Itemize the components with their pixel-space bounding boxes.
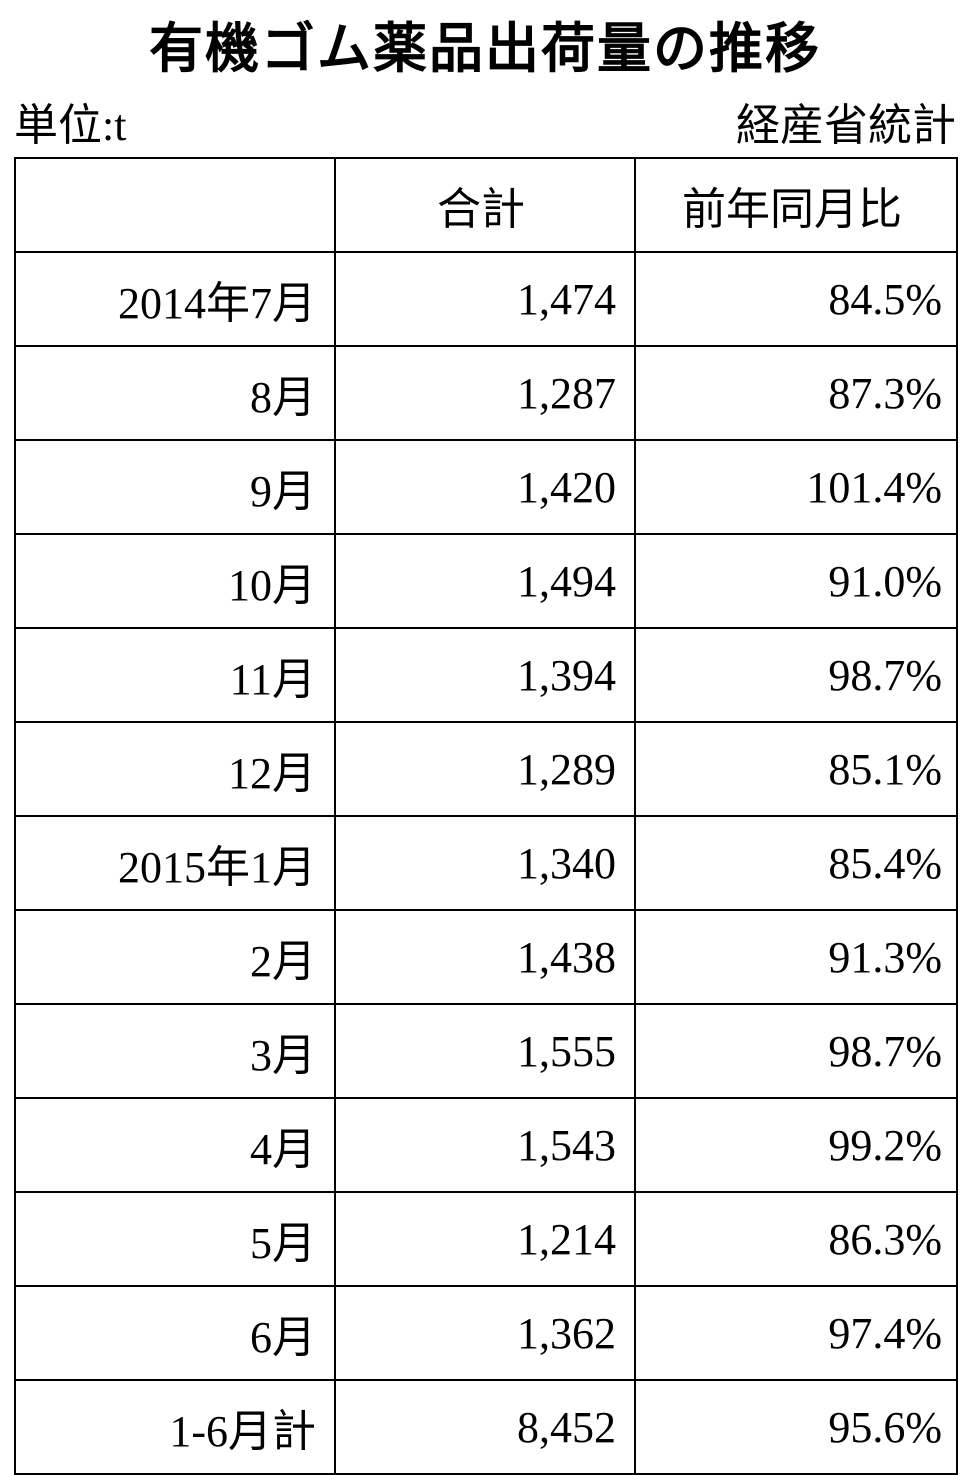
cell-yoy: 101.4% [635, 440, 957, 534]
page-title: 有機ゴム薬品出荷量の推移 [0, 4, 970, 83]
col-header-yoy: 前年同月比 [635, 158, 957, 252]
table-row: 2月 1,438 91.3% [15, 910, 957, 1004]
cell-total: 1,555 [335, 1004, 635, 1098]
table-row: 3月 1,555 98.7% [15, 1004, 957, 1098]
cell-yoy: 95.6% [635, 1380, 957, 1474]
table-row: 12月 1,289 85.1% [15, 722, 957, 816]
source-label: 経産省統計 [736, 89, 956, 153]
cell-total: 1,420 [335, 440, 635, 534]
cell-total: 1,394 [335, 628, 635, 722]
unit-label: 単位:t [14, 89, 126, 153]
cell-total: 1,362 [335, 1286, 635, 1380]
table-row: 2014年7月 1,474 84.5% [15, 252, 957, 346]
cell-period: 2014年7月 [15, 252, 335, 346]
cell-period: 8月 [15, 346, 335, 440]
cell-yoy: 97.4% [635, 1286, 957, 1380]
cell-period: 5月 [15, 1192, 335, 1286]
cell-yoy: 85.1% [635, 722, 957, 816]
table-row: 2015年1月 1,340 85.4% [15, 816, 957, 910]
cell-period: 3月 [15, 1004, 335, 1098]
cell-period: 2015年1月 [15, 816, 335, 910]
col-header-blank [15, 158, 335, 252]
cell-period: 4月 [15, 1098, 335, 1192]
cell-yoy: 87.3% [635, 346, 957, 440]
table-row: 5月 1,214 86.3% [15, 1192, 957, 1286]
table-row: 8月 1,287 87.3% [15, 346, 957, 440]
cell-total: 1,494 [335, 534, 635, 628]
cell-yoy: 85.4% [635, 816, 957, 910]
cell-yoy: 91.0% [635, 534, 957, 628]
cell-total: 1,438 [335, 910, 635, 1004]
cell-yoy: 99.2% [635, 1098, 957, 1192]
cell-period: 10月 [15, 534, 335, 628]
cell-total: 1,214 [335, 1192, 635, 1286]
table-row: 11月 1,394 98.7% [15, 628, 957, 722]
shipment-table: 合計 前年同月比 2014年7月 1,474 84.5% 8月 1,287 87… [14, 157, 958, 1475]
cell-total: 1,289 [335, 722, 635, 816]
cell-period: 12月 [15, 722, 335, 816]
cell-total: 1,543 [335, 1098, 635, 1192]
table-body: 2014年7月 1,474 84.5% 8月 1,287 87.3% 9月 1,… [15, 252, 957, 1474]
col-header-total: 合計 [335, 158, 635, 252]
cell-period: 6月 [15, 1286, 335, 1380]
table-row: 6月 1,362 97.4% [15, 1286, 957, 1380]
table-row: 10月 1,494 91.0% [15, 534, 957, 628]
cell-yoy: 98.7% [635, 628, 957, 722]
table-row: 4月 1,543 99.2% [15, 1098, 957, 1192]
cell-total: 8,452 [335, 1380, 635, 1474]
cell-yoy: 98.7% [635, 1004, 957, 1098]
cell-total: 1,287 [335, 346, 635, 440]
cell-total: 1,474 [335, 252, 635, 346]
cell-period: 2月 [15, 910, 335, 1004]
cell-yoy: 84.5% [635, 252, 957, 346]
cell-total: 1,340 [335, 816, 635, 910]
cell-yoy: 86.3% [635, 1192, 957, 1286]
table-row: 1-6月計 8,452 95.6% [15, 1380, 957, 1474]
meta-row: 単位:t 経産省統計 [0, 89, 970, 157]
cell-period: 1-6月計 [15, 1380, 335, 1474]
cell-yoy: 91.3% [635, 910, 957, 1004]
table-header-row: 合計 前年同月比 [15, 158, 957, 252]
table-row: 9月 1,420 101.4% [15, 440, 957, 534]
cell-period: 11月 [15, 628, 335, 722]
cell-period: 9月 [15, 440, 335, 534]
